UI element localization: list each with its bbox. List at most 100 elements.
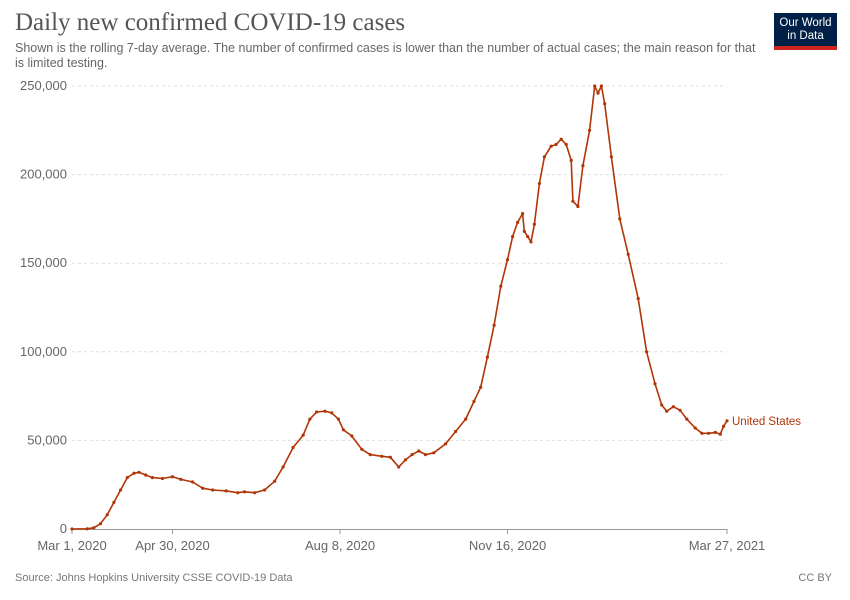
data-point: [403, 458, 407, 462]
data-point: [85, 527, 89, 531]
data-point: [596, 91, 600, 95]
data-point: [464, 417, 468, 421]
data-point: [170, 475, 175, 479]
data-point: [70, 527, 74, 531]
data-point: [618, 217, 622, 221]
data-point: [137, 470, 141, 474]
data-point: [330, 411, 334, 415]
data-point: [588, 128, 592, 132]
data-point: [521, 212, 525, 216]
data-point: [236, 491, 240, 495]
data-point: [112, 500, 116, 504]
data-point: [380, 454, 384, 458]
data-point: [603, 102, 607, 106]
grid-lines: [72, 85, 727, 441]
data-point: [432, 451, 436, 455]
series-line[interactable]: [71, 85, 728, 530]
data-point: [526, 235, 530, 239]
data-point: [671, 405, 676, 409]
data-point: [645, 350, 649, 354]
series-layer[interactable]: United States: [70, 84, 801, 531]
data-point: [417, 449, 421, 453]
data-point: [281, 465, 285, 469]
data-point: [485, 355, 489, 359]
data-point: [713, 430, 717, 434]
x-tick-label: Mar 27, 2021: [689, 538, 766, 553]
data-point: [368, 453, 372, 457]
data-point: [522, 229, 526, 233]
data-point: [291, 445, 295, 450]
data-point: [593, 84, 597, 88]
data-point: [718, 432, 722, 436]
data-point: [532, 222, 537, 226]
owid-logo[interactable]: Our World in Data: [774, 13, 837, 50]
data-point: [253, 491, 257, 495]
data-point: [360, 447, 364, 451]
data-point: [700, 431, 704, 435]
data-point: [263, 488, 267, 492]
x-tick-label: Aug 8, 2020: [305, 538, 375, 553]
data-point: [242, 490, 247, 494]
data-point: [301, 433, 305, 437]
logo-line-2: in Data: [787, 30, 824, 42]
data-point: [665, 409, 669, 413]
data-point: [160, 476, 165, 481]
data-point: [315, 410, 319, 414]
data-point: [626, 252, 630, 256]
data-point: [191, 480, 195, 484]
data-point: [636, 297, 640, 301]
data-point: [454, 429, 458, 434]
data-point: [609, 155, 614, 159]
data-point: [444, 442, 448, 446]
data-point: [397, 465, 401, 469]
y-tick-label: 150,000: [20, 255, 67, 270]
data-point: [323, 409, 327, 413]
y-tick-label: 200,000: [20, 167, 67, 182]
data-point: [510, 235, 515, 239]
data-point: [707, 431, 711, 435]
data-point: [410, 453, 414, 457]
data-point: [599, 84, 604, 88]
data-point: [92, 526, 96, 530]
data-point: [105, 513, 109, 517]
data-point: [569, 158, 573, 162]
data-point: [693, 426, 697, 430]
data-point: [350, 434, 354, 438]
y-tick-label: 50,000: [27, 432, 67, 447]
data-point: [537, 181, 542, 186]
data-point: [505, 258, 510, 262]
data-point: [564, 142, 568, 147]
y-tick-label: 0: [60, 521, 67, 536]
x-axis: Mar 1, 2020 Apr 30, 2020 Aug 8, 2020 Nov 16…: [37, 529, 765, 553]
data-point: [529, 240, 533, 244]
data-point: [554, 142, 558, 147]
data-point: [179, 477, 183, 481]
data-point: [132, 471, 136, 475]
logo-line-1: Our World: [779, 17, 832, 29]
data-point: [685, 417, 689, 421]
data-point: [308, 417, 312, 421]
data-point: [150, 476, 154, 480]
data-point: [559, 137, 563, 141]
data-point: [653, 382, 657, 386]
y-tick-label: 100,000: [20, 344, 67, 359]
y-tick-label: 250,000: [20, 78, 67, 93]
series-label[interactable]: United States: [732, 416, 801, 428]
y-axis-tick-labels: 0 50,000 100,000 150,000 200,000 250,000: [20, 78, 67, 536]
x-tick-label: Apr 30, 2020: [135, 538, 209, 553]
data-point: [660, 403, 664, 407]
data-point: [678, 408, 682, 412]
data-point: [576, 204, 580, 209]
data-point: [119, 488, 123, 492]
data-point: [571, 199, 575, 203]
chart-subtitle: Shown is the rolling 7-day average. The …: [15, 41, 756, 70]
data-point: [125, 476, 129, 480]
data-point: [201, 486, 205, 490]
license-link[interactable]: CC BY: [798, 572, 832, 584]
data-point: [144, 473, 148, 477]
data-point: [224, 489, 228, 493]
data-point: [722, 424, 726, 428]
chart-title: Daily new confirmed COVID-19 cases: [15, 9, 406, 36]
data-point: [492, 323, 496, 327]
